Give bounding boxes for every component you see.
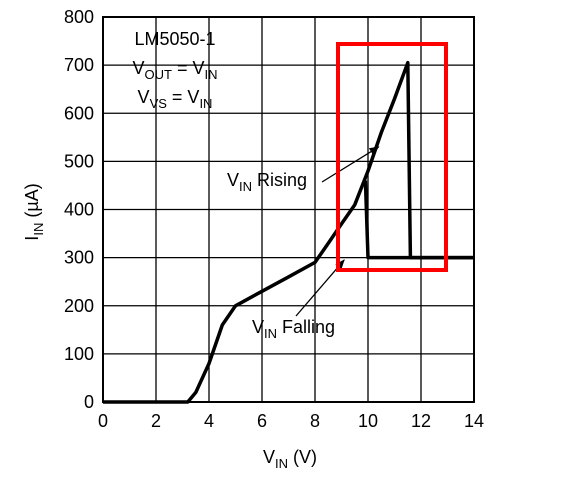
y-tick-label: 100 (64, 344, 94, 364)
plot-frame (102, 16, 475, 403)
x-tick-label: 12 (411, 411, 431, 431)
x-tick-label: 8 (310, 411, 320, 431)
x-tick-label: 4 (204, 411, 214, 431)
y-tick-label: 700 (64, 55, 94, 75)
rising-arrow (321, 146, 380, 183)
falling-label: VIN Falling (252, 317, 335, 341)
series-line-rising (103, 60, 474, 404)
y-tick-label: 400 (64, 200, 94, 220)
rising-label: VIN Rising (227, 170, 307, 194)
y-tick-label: 800 (64, 7, 94, 27)
y-tick-label: 500 (64, 151, 94, 171)
x-tick-label: 14 (464, 411, 484, 431)
x-tick-label: 0 (98, 411, 108, 431)
y-tick-label: 600 (64, 103, 94, 123)
device-label: LM5050-1 (134, 29, 215, 49)
series-line-falling (363, 180, 474, 260)
x-tick-label: 6 (257, 411, 267, 431)
y-tick-label: 0 (84, 392, 94, 412)
series-lines (103, 60, 474, 404)
y-axis-title: IIN (µA) (22, 183, 46, 240)
condition-vvs: VVS = VIN (138, 87, 213, 111)
x-tick-label: 10 (358, 411, 378, 431)
y-tick-label: 300 (64, 248, 94, 268)
x-tick-label: 2 (151, 411, 161, 431)
condition-vout: VOUT = VIN (133, 58, 218, 82)
highlight-box (336, 42, 448, 272)
x-axis-title: VIN (V) (263, 447, 317, 471)
y-tick-label: 200 (64, 296, 94, 316)
axis-ticks: 0 2 4 6 8 10 12 14 0 100 200 300 400 500 600 700 800 (64, 7, 484, 431)
